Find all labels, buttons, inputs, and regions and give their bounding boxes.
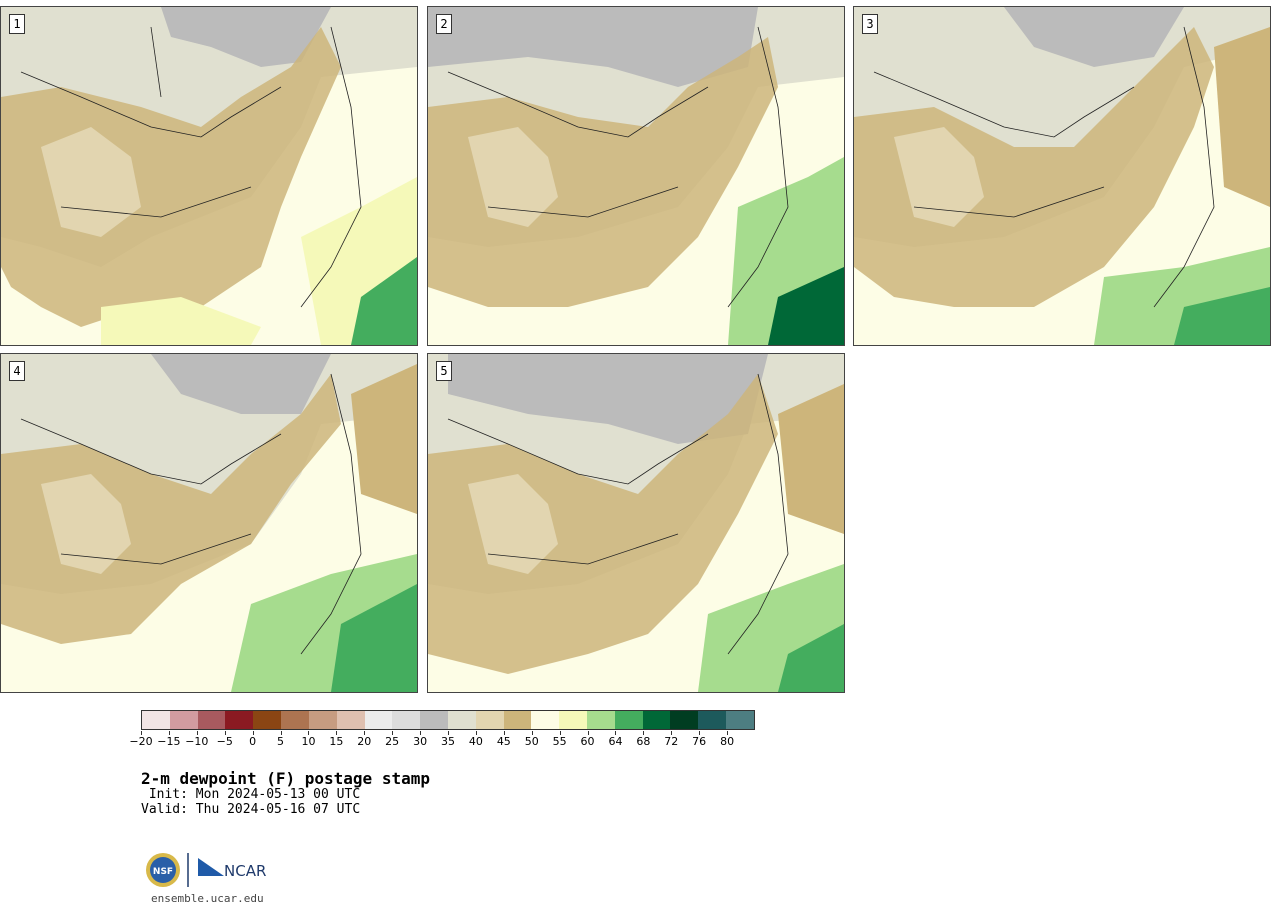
colorbar-ticks: −20 −15 −10 −5 0 5 10 15 20 25 30 35 40 45 50 55 60 64 68 7…: [129, 731, 755, 751]
colorbar: [141, 710, 755, 730]
colorbar-tick: [420, 731, 422, 735]
colorbar-tick: [224, 731, 226, 735]
nsf-ncar-logo: NSF NCAR: [144, 850, 274, 890]
colorbar-swatch: [169, 711, 198, 729]
colorbar-tick-label: 64: [608, 735, 623, 748]
colorbar-swatch: [308, 711, 337, 729]
footer-url: ensemble.ucar.edu: [151, 892, 264, 905]
colorbar-tick: [643, 731, 645, 735]
colorbar-tick: [141, 731, 142, 735]
colorbar-tick-label: 35: [441, 735, 455, 748]
init-time: Init: Mon 2024-05-13 00 UTC: [141, 787, 361, 802]
map-panel-3-field: [854, 7, 1270, 345]
colorbar-swatch: [392, 711, 421, 729]
colorbar-tick-label: 72: [664, 735, 679, 748]
panel-label: 1: [9, 14, 25, 34]
colorbar-swatch: [364, 711, 393, 729]
colorbar-tick: [531, 731, 533, 735]
colorbar-swatch: [503, 711, 532, 729]
colorbar-tick-label: 76: [692, 735, 707, 748]
colorbar-tick-label: 0: [249, 735, 257, 748]
panel-label: 4: [9, 361, 25, 381]
colorbar-tick-label: 20: [357, 735, 372, 748]
colorbar-tick-label: 5: [277, 735, 285, 748]
colorbar-tick: [308, 731, 310, 735]
colorbar-tick: [671, 731, 673, 735]
plot-title: 2-m dewpoint (F) postage stamp: [141, 769, 430, 788]
colorbar-tick: [364, 731, 366, 735]
colorbar-tick-label: 68: [636, 735, 651, 748]
panel-label: 2: [436, 14, 452, 34]
colorbar-tick-label: 25: [385, 735, 400, 748]
map-panel-5: 5: [427, 353, 845, 693]
colorbar-tick-label: 50: [524, 735, 539, 748]
map-panel-4-field: [1, 354, 417, 692]
colorbar-swatch: [559, 711, 587, 729]
logo-graphic: NSF NCAR: [146, 853, 266, 887]
colorbar-swatch: [253, 711, 282, 729]
map-panel-2-field: [428, 7, 844, 345]
colorbar-swatch: [420, 711, 448, 729]
colorbar-tick: [280, 731, 282, 735]
colorbar-swatch: [614, 711, 643, 729]
colorbar-tick: [448, 731, 449, 735]
colorbar-tick-label: −20: [129, 735, 153, 748]
colorbar-tick: [392, 731, 394, 735]
map-panel-2: 2: [427, 6, 845, 346]
colorbar-swatch: [670, 711, 699, 729]
colorbar-tick-label: 60: [580, 735, 595, 748]
map-panel-4: 4: [0, 353, 418, 693]
colorbar-tick: [475, 731, 477, 735]
map-panel-1-field: [1, 7, 417, 345]
colorbar-swatch: [587, 711, 615, 729]
colorbar-tick: [587, 731, 589, 735]
colorbar-tick-label: −5: [216, 735, 233, 748]
map-panel-3: 3: [853, 6, 1271, 346]
colorbar-swatch: [475, 711, 504, 729]
colorbar-tick: [336, 731, 338, 735]
colorbar-tick: [168, 731, 170, 735]
colorbar-tick-label: 45: [496, 735, 511, 748]
colorbar-tick: [615, 731, 617, 735]
colorbar-tick: [196, 731, 198, 735]
colorbar-tick-label: 80: [720, 735, 735, 748]
colorbar-tick: [503, 731, 505, 735]
colorbar-tick-label: −15: [157, 735, 181, 748]
ncar-logo-text: NCAR: [224, 862, 266, 880]
colorbar-swatch: [336, 711, 365, 729]
colorbar-tick-label: 30: [413, 735, 428, 748]
colorbar-swatch: [281, 711, 309, 729]
colorbar-tick: [727, 731, 729, 735]
colorbar-swatch: [142, 711, 170, 729]
map-panel-5-field: [428, 354, 844, 692]
colorbar-swatch: [447, 711, 476, 729]
colorbar-tick-label: 55: [552, 735, 567, 748]
colorbar-swatch: [197, 711, 226, 729]
colorbar-tick: [559, 731, 561, 735]
colorbar-swatch: [726, 711, 754, 729]
colorbar-swatch: [642, 711, 671, 729]
colorbar-tick-label: 15: [329, 735, 344, 748]
panel-label: 5: [436, 361, 452, 381]
valid-time: Valid: Thu 2024-05-16 07 UTC: [141, 802, 361, 817]
colorbar-tick-label: −10: [185, 735, 209, 748]
colorbar-swatch: [225, 711, 254, 729]
panel-label: 3: [862, 14, 878, 34]
nsf-logo-text: NSF: [153, 867, 173, 877]
colorbar-tick-label: 40: [468, 735, 483, 748]
colorbar-swatch: [698, 711, 727, 729]
colorbar-tick: [699, 731, 701, 735]
map-panel-1: 1: [0, 6, 418, 346]
colorbar-swatch: [531, 711, 560, 729]
colorbar-tick: [252, 731, 254, 735]
colorbar-tick-label: 10: [301, 735, 316, 748]
